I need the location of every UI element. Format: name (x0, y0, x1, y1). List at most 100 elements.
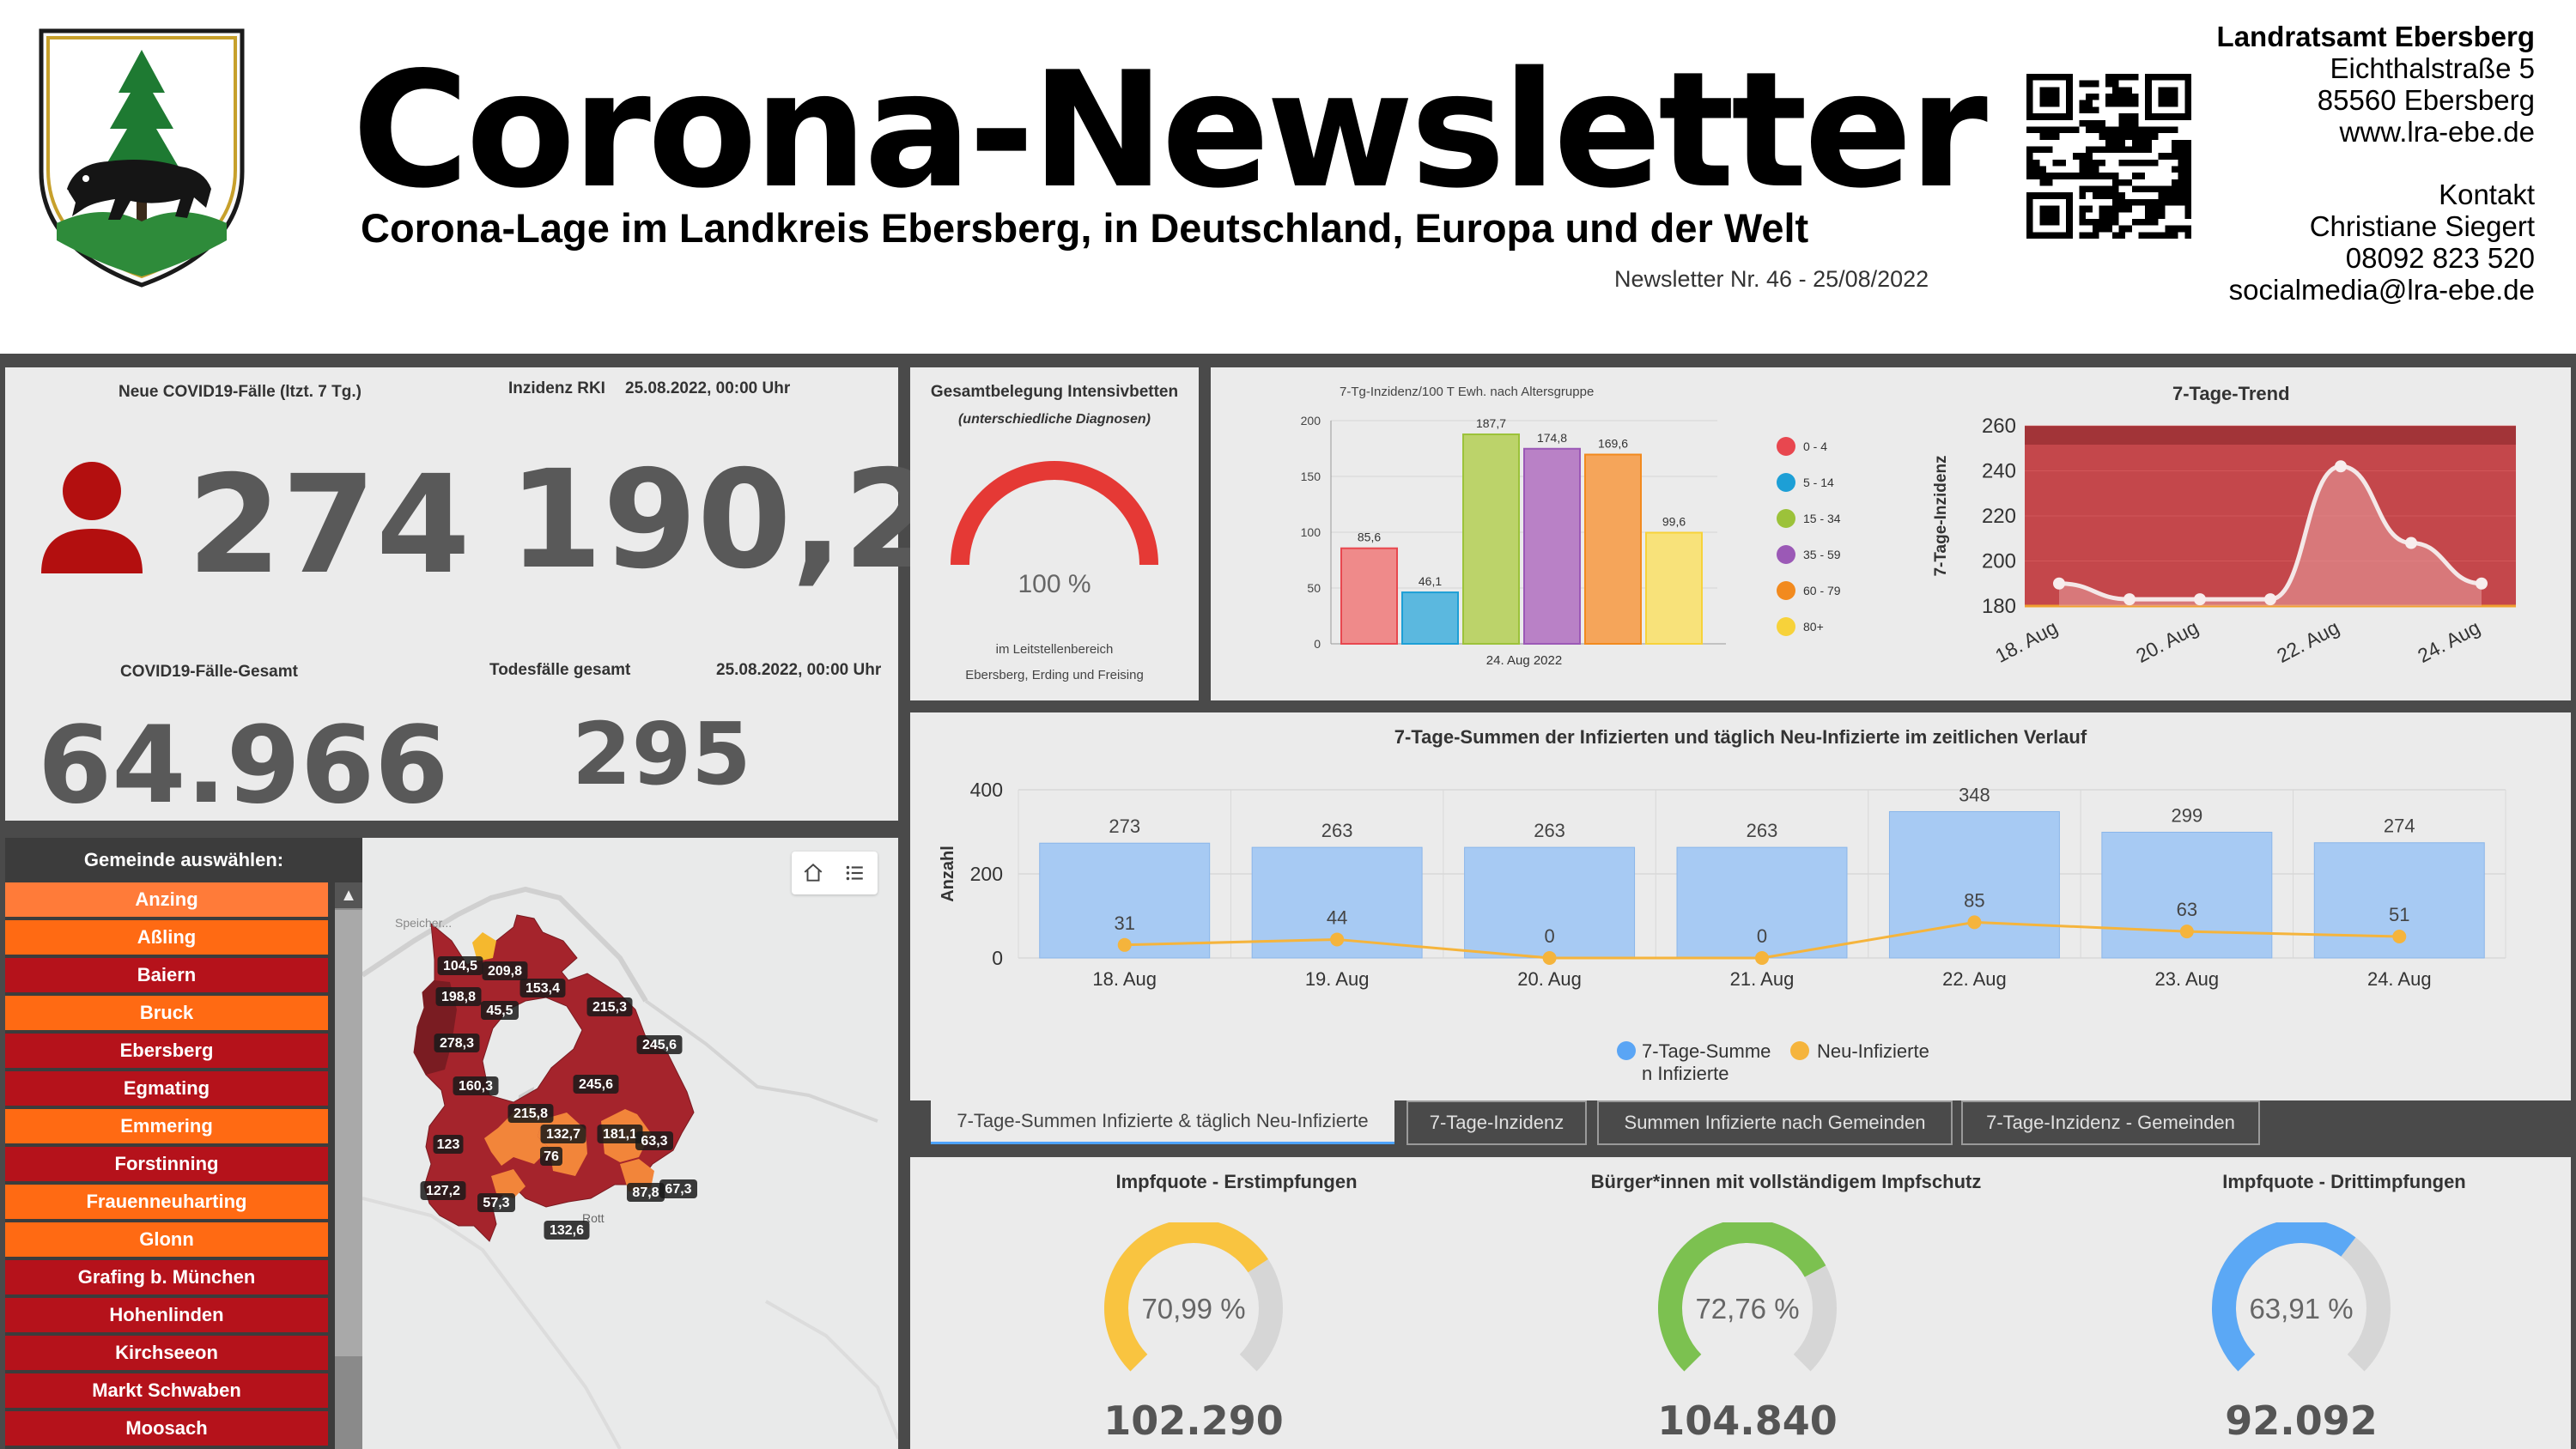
contact-label: Kontakt (2439, 179, 2535, 210)
scroll-up-icon[interactable]: ▲ (335, 882, 362, 908)
phone-number: 08092 823 520 (2345, 242, 2535, 274)
map-value-label: 132,7 (546, 1127, 580, 1142)
sums-panel: 7-Tage-Summen der Infizierten und täglic… (910, 712, 2571, 1100)
data-label: 0 (1544, 925, 1554, 947)
home-icon[interactable] (802, 862, 824, 884)
legend-list-icon[interactable] (843, 862, 866, 884)
total-cases-label: COVID19-Fälle-Gesamt (120, 663, 298, 681)
tab-7-tage-inzidenz[interactable]: 7-Tage-Inzidenz (1406, 1100, 1587, 1145)
line-point[interactable] (2392, 930, 2407, 944)
municipality-item[interactable]: Markt Schwaben (5, 1373, 328, 1408)
x-tick-label: 24. Aug (2414, 615, 2483, 667)
tab-inzidenz-gemeinden[interactable]: 7-Tage-Inzidenz - Gemeinden (1961, 1100, 2260, 1145)
line-point[interactable] (1330, 932, 1345, 947)
map-value-badge (477, 1193, 515, 1212)
municipality-selector: Gemeinde auswählen: Anzing Aßling Baiern Br… (5, 838, 362, 1449)
map-value-label: 153,4 (526, 981, 560, 996)
vacc-value-1: 70,99 % (1141, 1293, 1246, 1325)
line-point[interactable] (1542, 951, 1557, 965)
municipality-scrollbar[interactable]: ▲ (335, 882, 362, 1449)
y-tick-label: 260 (1982, 415, 2016, 438)
line-point[interactable] (2179, 925, 2194, 939)
map-value-label: 87,8 (632, 1185, 659, 1200)
trend-point[interactable] (2264, 593, 2276, 606)
bar[interactable] (1676, 846, 1848, 959)
trend-area-band (2025, 426, 2516, 445)
line-point[interactable] (1967, 915, 1982, 930)
vacc-gauge-2 (1658, 1222, 1837, 1372)
legend-label[interactable]: n Infizierte (1642, 1063, 1729, 1084)
municipality-item[interactable]: Emmering (5, 1109, 328, 1143)
x-tick-label: 24. Aug (2367, 968, 2432, 990)
trend-point[interactable] (2123, 593, 2136, 606)
municipality-item[interactable]: Hohenlinden (5, 1298, 328, 1332)
municipality-selector-header: Gemeinde auswählen: (83, 849, 284, 870)
x-tick-label: 18. Aug (1092, 968, 1157, 990)
sums-chart-title: 7-Tage-Summen der Infizierten und täglic… (1394, 726, 2087, 748)
municipality-item[interactable]: Bruck (5, 996, 328, 1030)
website-link[interactable]: www.lra-ebe.de (2339, 116, 2535, 148)
legend-label[interactable]: 15 - 34 (1803, 512, 1841, 525)
vacc-count-1: 102.290 (1103, 1397, 1284, 1444)
legend-label[interactable]: 80+ (1803, 620, 1824, 634)
trend-point[interactable] (2194, 593, 2206, 606)
icu-value: 100 % (1018, 570, 1091, 598)
legend-label[interactable]: 35 - 59 (1803, 548, 1841, 561)
data-label: 99,6 (1662, 515, 1686, 529)
bar[interactable] (1584, 453, 1642, 645)
map-canvas[interactable]: Speicher... Rott 104,5 209,8198,8153,445,… (362, 838, 898, 1449)
municipality-item[interactable]: Moosach (5, 1411, 328, 1446)
municipality-item[interactable]: Kirchseeon (5, 1336, 328, 1370)
icu-title: Gesamtbelegung Intensivbetten (930, 383, 1179, 401)
map-value-label: 181,1 (603, 1127, 637, 1142)
bar[interactable] (1462, 433, 1520, 645)
municipality-item[interactable]: Anzing (5, 882, 328, 917)
map-value-label: 45,5 (486, 1003, 513, 1018)
trend-point[interactable] (2476, 577, 2488, 590)
email-link[interactable]: socialmedia@lra-ebe.de (2228, 274, 2535, 306)
legend-label[interactable]: 5 - 14 (1803, 476, 1834, 489)
bar[interactable] (1523, 447, 1581, 646)
trend-point[interactable] (2335, 460, 2347, 473)
municipality-item[interactable]: Frauenneuharting (5, 1185, 328, 1219)
total-cases-value: 64.966 (38, 704, 449, 828)
map-value-badge (434, 1034, 480, 1052)
map-value-badge (481, 1001, 519, 1020)
vacc-title-2: Bürger*innen mit vollständigem Impfschut… (1590, 1171, 1982, 1192)
y-tick-label: 400 (970, 779, 1003, 801)
data-label: 263 (1534, 820, 1565, 841)
legend-label[interactable]: Neu-Infizierte (1817, 1040, 1929, 1062)
municipality-item[interactable]: Grafing b. München (5, 1260, 328, 1294)
bar[interactable] (1888, 810, 2060, 959)
bar[interactable] (2101, 831, 2273, 959)
bar[interactable] (1464, 846, 1636, 959)
municipality-item[interactable]: Ebersberg (5, 1034, 328, 1068)
bar[interactable] (1340, 547, 1398, 645)
age-trend-panel: 7-Tg-Inzidenz/100 T Ewh. nach Altersgrup… (1211, 367, 2571, 700)
scrollbar-thumb[interactable] (335, 910, 362, 1356)
legend-label[interactable]: 60 - 79 (1803, 584, 1841, 597)
municipality-item[interactable]: Glonn (5, 1222, 328, 1257)
municipality-item[interactable]: Baiern (5, 958, 328, 992)
line-point[interactable] (1755, 951, 1769, 965)
line-point[interactable] (1117, 937, 1132, 952)
municipality-item[interactable]: Egmating (5, 1071, 328, 1106)
tab-summen-gemeinden[interactable]: Summen Infizierte nach Gemeinden (1597, 1100, 1953, 1145)
municipality-item[interactable]: Forstinning (5, 1147, 328, 1181)
municipality-item[interactable]: Aßling (5, 920, 328, 955)
map-value-badge (586, 997, 633, 1016)
y-tick-label: 150 (1301, 470, 1321, 483)
coat-of-arms-logo (39, 28, 245, 288)
legend-label[interactable]: 0 - 4 (1803, 440, 1827, 453)
trend-point[interactable] (2053, 577, 2065, 590)
y-axis-label: 7-Tage-Inzidenz (1932, 455, 1950, 576)
legend-label[interactable]: 7-Tage-Summe (1642, 1040, 1771, 1062)
bar[interactable] (1645, 531, 1703, 645)
data-label: 51 (2389, 904, 2409, 925)
trend-point[interactable] (2405, 537, 2417, 549)
data-label: 63 (2177, 899, 2197, 920)
bar[interactable] (1401, 591, 1459, 646)
district-map[interactable]: Speicher... Rott 104,5 209,8 198,8 153,4 45,… (362, 838, 898, 1449)
data-label: 174,8 (1537, 431, 1567, 445)
tab-7-tage-summen[interactable]: 7-Tage-Summen Infizierte & täglich Neu-I… (931, 1100, 1394, 1144)
